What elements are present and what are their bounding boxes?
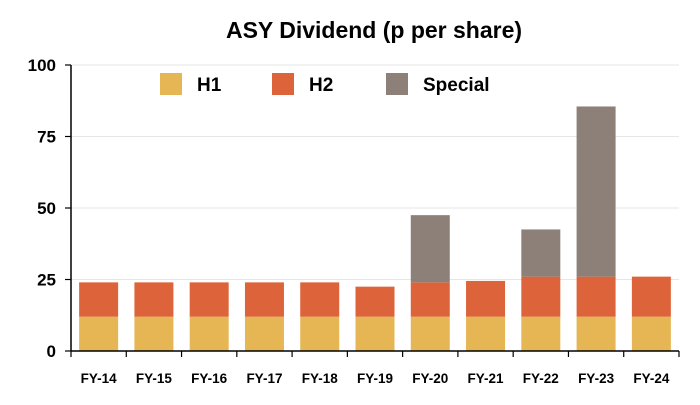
bar-h2-fy-24 bbox=[631, 276, 671, 317]
x-tick-label: FY-23 bbox=[578, 371, 615, 386]
chart-title: ASY Dividend (p per share) bbox=[226, 17, 522, 43]
y-tick-label: 0 bbox=[47, 342, 56, 361]
y-tick-label: 75 bbox=[37, 128, 56, 147]
x-tick-label: FY-21 bbox=[468, 371, 505, 386]
bar-h1-fy-14 bbox=[79, 316, 119, 351]
x-tick-label: FY-19 bbox=[357, 371, 393, 386]
x-tick-label: FY-20 bbox=[412, 371, 448, 386]
legend-label-h2: H2 bbox=[309, 75, 333, 96]
legend-label-special: Special bbox=[423, 75, 490, 96]
bar-h2-fy-20 bbox=[410, 282, 450, 317]
bar-h1-fy-16 bbox=[189, 316, 229, 351]
x-tick-label: FY-24 bbox=[633, 371, 670, 386]
bars bbox=[79, 106, 671, 351]
legend-swatch-h2 bbox=[272, 73, 294, 95]
bar-h1-fy-24 bbox=[631, 316, 671, 351]
bar-h2-fy-23 bbox=[576, 276, 616, 317]
bar-h1-fy-15 bbox=[134, 316, 174, 351]
bar-h2-fy-18 bbox=[300, 282, 340, 317]
bar-h2-fy-15 bbox=[134, 282, 174, 317]
x-tick-label: FY-17 bbox=[246, 371, 282, 386]
y-tick-label: 25 bbox=[37, 271, 56, 290]
bar-h2-fy-14 bbox=[79, 282, 119, 317]
bar-h1-fy-18 bbox=[300, 316, 340, 351]
y-tick-label: 100 bbox=[28, 56, 56, 75]
bar-h2-fy-17 bbox=[244, 282, 284, 317]
bar-h1-fy-21 bbox=[466, 316, 506, 351]
bar-h2-fy-22 bbox=[521, 276, 561, 317]
legend-label-h1: H1 bbox=[197, 75, 222, 96]
x-tick-label: FY-15 bbox=[136, 371, 173, 386]
bar-special-fy-23 bbox=[576, 106, 616, 277]
bar-h1-fy-17 bbox=[244, 316, 284, 351]
legend: H1 H2 Special bbox=[160, 73, 490, 96]
bar-special-fy-20 bbox=[410, 215, 450, 283]
x-tick-label: FY-22 bbox=[523, 371, 559, 386]
legend-swatch-h1 bbox=[160, 73, 182, 95]
bar-h1-fy-19 bbox=[355, 316, 395, 351]
bar-special-fy-22 bbox=[521, 229, 561, 277]
y-tick-label: 50 bbox=[37, 199, 56, 218]
bar-h2-fy-21 bbox=[466, 280, 506, 317]
bar-h1-fy-23 bbox=[576, 316, 616, 351]
bar-h1-fy-22 bbox=[521, 316, 561, 351]
x-tick-label: FY-14 bbox=[81, 371, 118, 386]
x-tick-label: FY-18 bbox=[302, 371, 339, 386]
x-tick-label: FY-16 bbox=[191, 371, 228, 386]
bar-h1-fy-20 bbox=[410, 316, 450, 351]
bar-h2-fy-19 bbox=[355, 286, 395, 317]
bar-h2-fy-16 bbox=[189, 282, 229, 317]
legend-swatch-special bbox=[386, 73, 408, 95]
axes: 0 25 50 75 100 FY-14 FY-15 FY-16 FY-17 FY-18 FY-19… bbox=[28, 56, 680, 386]
